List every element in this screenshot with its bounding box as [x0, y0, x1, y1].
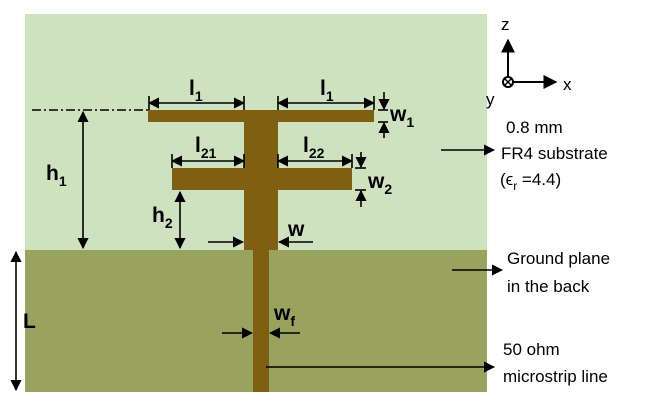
x-axis-label: x: [563, 75, 572, 94]
vertical-stem: [244, 110, 278, 250]
h1-label: h1: [46, 162, 67, 189]
thickness-note: 0.8 mm: [506, 118, 563, 137]
y-axis-label: y: [486, 90, 495, 109]
l21-label: l21: [195, 134, 217, 161]
w2-label: w2: [367, 170, 392, 197]
w1-label: w1: [389, 103, 414, 130]
l-length-label: L: [23, 310, 36, 333]
ground-note-line1: Ground plane: [507, 249, 610, 268]
l1-left-label: l1: [189, 77, 203, 104]
permittivity-note: (ϵr =4.4): [500, 170, 561, 193]
feed-note-line2: microstrip line: [503, 367, 608, 386]
h2-label: h2: [152, 204, 173, 231]
ground-note-line2: in the back: [507, 277, 590, 296]
l22-label: l22: [303, 134, 325, 161]
w-label: w: [287, 218, 305, 241]
wf-label: wf: [273, 302, 295, 329]
dimension-lines: [10, 92, 504, 392]
antenna-patch: [148, 110, 374, 392]
substrate-note: FR4 substrate: [501, 144, 608, 163]
z-axis-label: z: [501, 15, 510, 34]
feed-line: [253, 250, 269, 392]
coordinate-axes: [501, 38, 558, 89]
l1-right-label: l1: [320, 77, 334, 104]
feed-note-line1: 50 ohm: [503, 340, 560, 359]
